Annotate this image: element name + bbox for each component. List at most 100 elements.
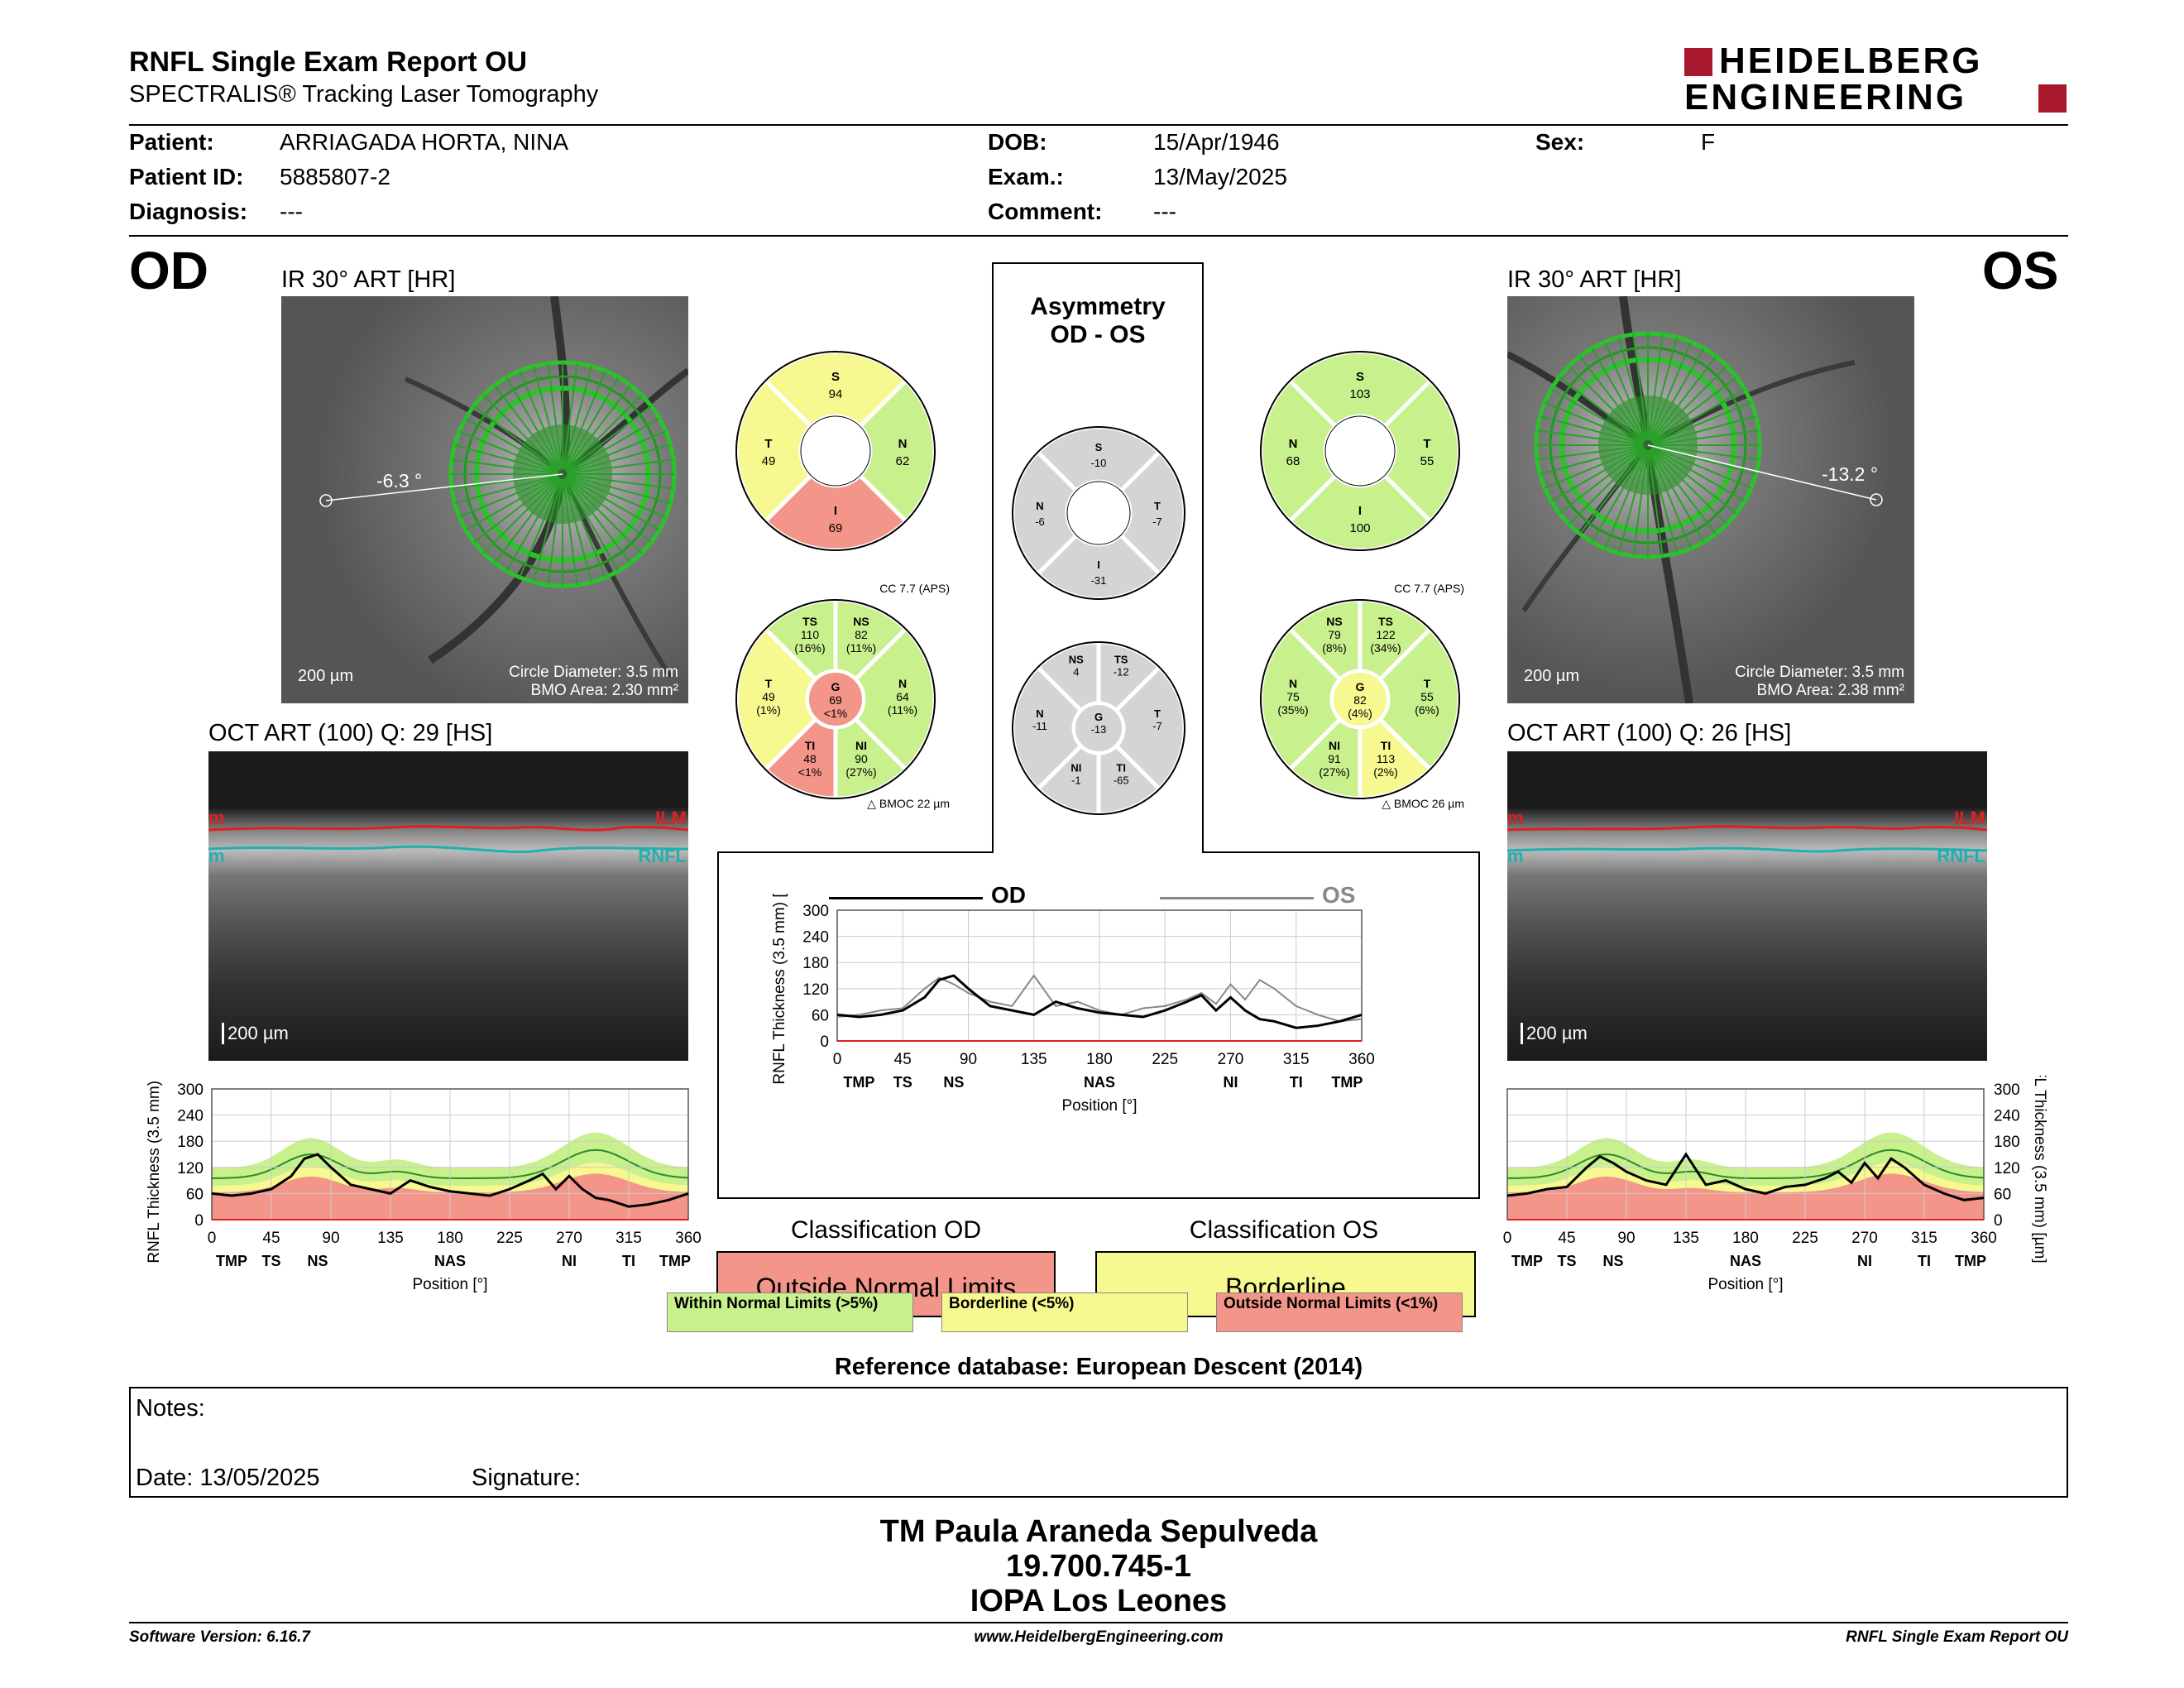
sector-axis-label: TMP [1955, 1253, 1986, 1269]
sector-value: -7 [1152, 516, 1162, 528]
sector-value: 69 [829, 693, 842, 707]
os-oct-title: OCT ART (100) Q: 26 [HS] [1507, 720, 1792, 746]
footer-url[interactable]: www.HeidelbergEngineering.com [974, 1628, 1224, 1646]
exam-date: 13/May/2025 [1153, 164, 1287, 189]
x-tick-label: 315 [615, 1230, 642, 1247]
sector-percent: (35%) [1277, 703, 1308, 717]
sector-label: S [1095, 441, 1103, 453]
y-tick-label: 0 [194, 1212, 204, 1230]
x-tick-label: 45 [262, 1230, 280, 1247]
patient-label: Patient: [129, 129, 214, 155]
od-ilm-left: m [208, 808, 225, 828]
od-legend-line [829, 897, 983, 899]
sector-axis-label: NI [1224, 1074, 1238, 1091]
notes-box[interactable]: Notes: Date: 13/05/2025 Signature: [129, 1387, 2068, 1498]
sector-label: NI [855, 739, 867, 752]
od-circle-diameter: Circle Diameter: 3.5 mm [509, 664, 678, 681]
x-tick-label: 225 [1152, 1051, 1178, 1068]
x-tick-label: 315 [1911, 1230, 1937, 1247]
sector-label: NI [1070, 762, 1081, 774]
comment: --- [1153, 199, 1176, 224]
od-thickness-chart: 0 60 120 180 240 300 0 45 90 135 180 225 270 315 360 TM… [146, 1076, 702, 1293]
sector-label: G [831, 680, 841, 693]
x-tick-label: 135 [1021, 1051, 1047, 1068]
sector-label: G [1356, 680, 1365, 693]
od-ilm-label: ILM [655, 808, 687, 828]
sector-percent: (2%) [1373, 765, 1398, 779]
od-angle: -6.3 ° [376, 470, 423, 492]
sector-label: T [1154, 707, 1161, 720]
notes-label: Notes: [136, 1395, 205, 1422]
patient-id-label: Patient ID: [129, 164, 244, 189]
footer-report-name: RNFL Single Exam Report OU [1846, 1628, 2068, 1646]
y-tick-label: 180 [802, 955, 829, 972]
legend-borderline: Borderline (<5%) [941, 1292, 1188, 1332]
sector-label: N [1289, 677, 1297, 690]
sector-label: N [1289, 437, 1298, 451]
sector-value: -10 [1091, 457, 1107, 469]
sector-value: 64 [896, 690, 909, 703]
x-tick-label: 180 [437, 1230, 463, 1247]
sector-percent: (8%) [1322, 641, 1347, 655]
os-circle-diameter: Circle Diameter: 3.5 mm [1735, 664, 1904, 681]
diagnosis: --- [280, 199, 303, 224]
x-tick-label: 270 [1218, 1051, 1244, 1068]
y-tick-label: 60 [812, 1007, 829, 1024]
sector-label: TS [1378, 615, 1393, 628]
clinician-id: 19.700.745-1 [1006, 1549, 1191, 1584]
os-eye-label: OS [1982, 241, 2059, 300]
classification-od-title: Classification OD [790, 1216, 982, 1244]
y-tick-label: 300 [177, 1081, 204, 1099]
od-scale-bar: 200 µm [298, 667, 354, 685]
sector-axis-label: NAS [1730, 1253, 1761, 1269]
sector-label: TI [1116, 762, 1126, 774]
y-tick-label: 180 [1994, 1134, 2020, 1151]
reference-database: Reference database: European Descent (20… [834, 1354, 1363, 1380]
od-sector-chart-4: S 94 N 62 I 69 T 49 [734, 349, 937, 553]
sector-label: S [831, 370, 840, 384]
y-tick-label: 240 [1994, 1108, 2020, 1125]
sector-axis-label: NI [562, 1253, 577, 1269]
sector-axis-label: NS [1602, 1253, 1623, 1269]
x-axis-label: Position [°] [1707, 1276, 1783, 1293]
os-fundus-image: -13.2 ° 200 µm Circle Diameter: 3.5 mm B… [1507, 296, 1914, 703]
sector-axis-label: TI [1918, 1253, 1931, 1269]
sector-label: I [834, 504, 837, 518]
sector-label: TI [805, 739, 815, 752]
asymmetry-title: Asymmetry [1030, 293, 1166, 320]
sector-label: T [764, 437, 772, 451]
x-tick-label: 270 [1851, 1230, 1878, 1247]
report-title: RNFL Single Exam Report OU [129, 46, 528, 78]
os-oct-bscan: m ILM m RNFL 200 µm [1507, 751, 1987, 1061]
x-tick-label: 315 [1283, 1051, 1310, 1068]
sector-label: NI [1329, 739, 1340, 752]
x-tick-label: 135 [377, 1230, 404, 1247]
sector-value: 82 [1353, 693, 1367, 707]
sector-axis-label: NI [1857, 1253, 1872, 1269]
sector-label: N [1036, 500, 1043, 512]
os-cc-label: CC 7.7 (APS) [1394, 582, 1464, 595]
sector-label: I [1358, 504, 1362, 518]
x-tick-label: 360 [675, 1230, 702, 1247]
os-ir-title: IR 30° ART [HR] [1507, 266, 1682, 293]
asymmetry-subtitle: OD - OS [1050, 321, 1146, 348]
sector-value: -13 [1091, 723, 1107, 736]
report-subtitle: SPECTRALIS® Tracking Laser Tomography [129, 81, 599, 108]
od-legend-label: OD [991, 882, 1026, 908]
patient-name: ARRIAGADA HORTA, NINA [280, 129, 569, 155]
dob: 15/Apr/1946 [1153, 129, 1280, 155]
sector-label: T [1424, 677, 1431, 690]
y-tick-label: 300 [1994, 1081, 2020, 1099]
y-tick-label: 240 [802, 929, 829, 947]
sector-axis-label: TMP [216, 1253, 247, 1269]
os-rnfl-left: m [1507, 846, 1524, 866]
classification-os-title: Classification OS [1189, 1216, 1379, 1244]
sector-percent: (34%) [1370, 641, 1401, 655]
sector-label: T [765, 677, 773, 690]
os-scale-bar: 200 µm [1524, 667, 1580, 685]
x-tick-label: 0 [208, 1230, 217, 1247]
sector-axis-label: TMP [843, 1074, 874, 1091]
x-tick-label: 45 [1558, 1230, 1575, 1247]
sector-label: G [1094, 711, 1103, 723]
